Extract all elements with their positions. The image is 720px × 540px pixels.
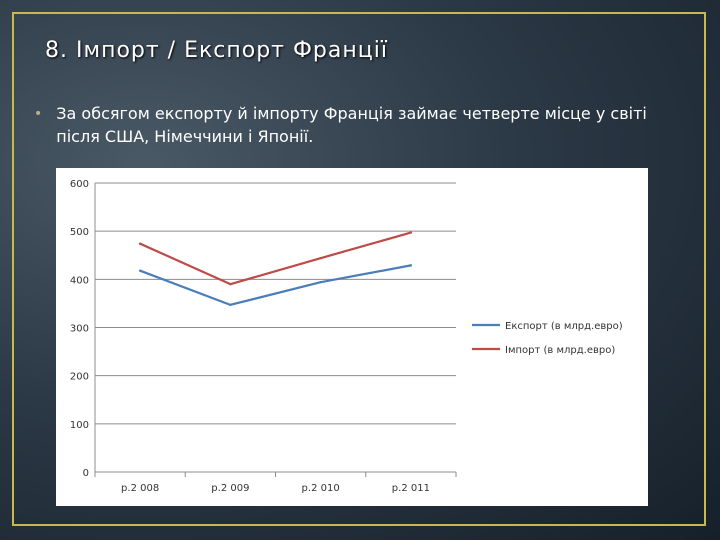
y-tick-label: 600 (70, 179, 89, 190)
bullet-dot-icon: • (34, 106, 43, 122)
y-tick-label: 400 (70, 275, 89, 286)
x-tick-label: р.2 008 (121, 483, 159, 494)
bullet-text: За обсягом експорту й імпорту Франція за… (56, 104, 647, 146)
data-point (138, 242, 142, 245)
x-tick-label: р.2 009 (211, 483, 249, 494)
y-tick-label: 100 (70, 420, 89, 431)
data-point (319, 281, 322, 284)
data-point (409, 264, 413, 267)
legend-label: Імпорт (в млрд.евро) (505, 345, 615, 356)
bullet-item: • За обсягом експорту й імпорту Франція … (34, 102, 674, 148)
line-chart: 0 100 200 300 400 500 600 р.2 008 р.2 009 р.2 010… (56, 168, 648, 506)
slide-title: 8. Імпорт / Експорт Франції (45, 38, 388, 63)
series-line-2 (139, 231, 412, 286)
y-tick-label: 0 (83, 468, 89, 479)
y-tick-label: 500 (70, 227, 89, 238)
data-point (229, 303, 232, 307)
data-point (229, 282, 232, 286)
legend-label: Експорт (в млрд.евро) (505, 321, 623, 332)
chart-canvas: 0 100 200 300 400 500 600 р.2 008 р.2 009 р.2 010… (70, 179, 623, 494)
x-tick-label: р.2 011 (392, 483, 430, 494)
x-tick-label: р.2 010 (302, 483, 340, 494)
y-tick-label: 300 (70, 324, 89, 335)
data-point (319, 256, 322, 260)
slide-frame (12, 12, 706, 526)
data-point (138, 269, 142, 272)
series-line-1 (139, 264, 412, 306)
data-point (409, 231, 413, 234)
y-tick-label: 200 (70, 372, 89, 383)
